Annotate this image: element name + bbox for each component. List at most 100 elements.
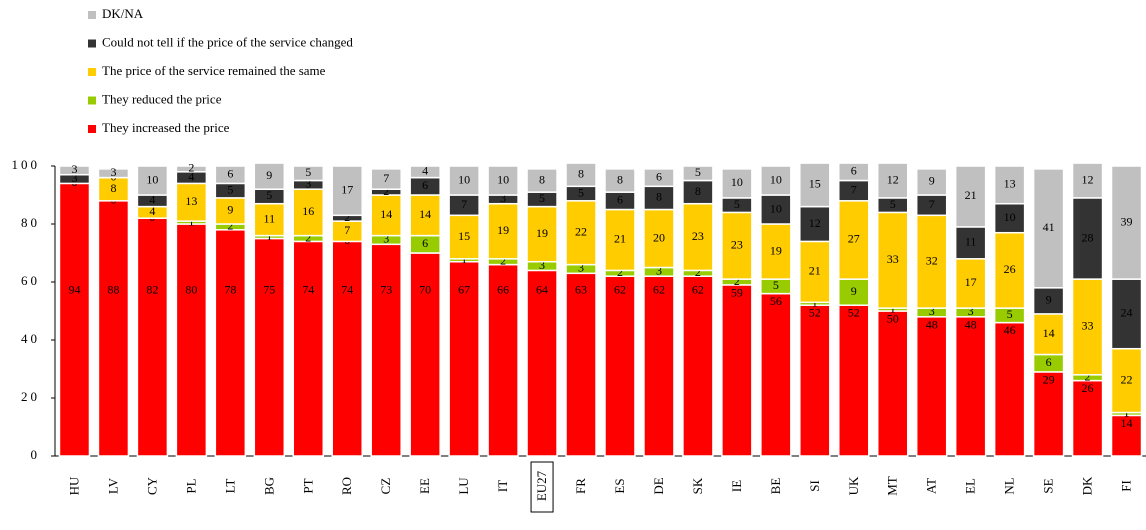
segment-label: 3 — [539, 258, 545, 272]
bar-segment — [760, 292, 792, 457]
segment-label: 26 — [1004, 262, 1016, 276]
legend-label: Could not tell if the price of the servi… — [102, 34, 353, 49]
legend-swatch — [88, 125, 96, 133]
bar-segment — [448, 165, 480, 196]
bar-segment — [838, 200, 870, 280]
bar-segment — [487, 165, 519, 196]
segment-label: 7 — [929, 197, 935, 211]
legend-label: They increased the price — [102, 120, 230, 135]
bar-segment — [448, 260, 480, 457]
segment-label: 2 — [344, 210, 350, 224]
x-tick-label: BE — [768, 478, 783, 495]
bar-segment — [214, 229, 247, 457]
segment-label: 23 — [731, 238, 743, 252]
segment-label: 56 — [770, 294, 782, 308]
x-tick-label: NL — [1002, 477, 1017, 494]
segment-label: 3 — [656, 264, 662, 278]
bar-segment — [721, 284, 753, 457]
segment-label: 13 — [185, 194, 197, 208]
segment-label: 22 — [1121, 372, 1133, 386]
segment-label: 10 — [497, 172, 509, 186]
bar-segment — [1110, 165, 1143, 280]
x-tick-label: SK — [690, 477, 705, 494]
bar-segment — [1071, 162, 1104, 199]
segment-label: 64 — [536, 282, 548, 296]
segment-label: 6 — [227, 166, 233, 180]
segment-label: 3 — [578, 261, 584, 275]
legend-label: The price of the service remained the sa… — [102, 63, 326, 78]
segment-label: 10 — [1004, 210, 1016, 224]
segment-label: 70 — [419, 282, 431, 296]
segment-label: 26 — [1082, 381, 1094, 395]
bar-segment — [214, 197, 247, 225]
segment-label: 7 — [344, 223, 350, 237]
bar-segment — [682, 165, 714, 182]
bar-segment — [799, 240, 831, 304]
segment-label: 3 — [71, 171, 77, 185]
segment-label: 8 — [656, 190, 662, 204]
y-tick-label: 20 — [21, 389, 40, 404]
bar-segment — [565, 272, 597, 457]
bar-segment — [838, 304, 870, 457]
bar-segment — [331, 240, 363, 457]
segment-label: 17 — [965, 275, 977, 289]
bar-segment — [876, 162, 909, 199]
bar-segment — [604, 168, 636, 193]
bar-segment — [175, 223, 208, 457]
x-tick-label: FR — [573, 478, 588, 494]
bar-segment — [838, 278, 870, 306]
segment-label: 14 — [380, 207, 392, 221]
segment-label: 15 — [458, 229, 470, 243]
x-tick-label: IE — [729, 480, 744, 492]
bar-segment — [760, 165, 792, 196]
x-tick-label: IT — [495, 480, 510, 492]
segment-label: 33 — [1082, 319, 1094, 333]
segment-label: 4 — [149, 193, 155, 207]
bar-segment — [370, 168, 402, 190]
segment-label: 19 — [536, 226, 548, 240]
segment-label: 4 — [149, 204, 155, 218]
bar-segment — [253, 237, 286, 457]
bar-segment — [604, 275, 636, 457]
segment-label: 41 — [1043, 220, 1055, 234]
segment-label: 28 — [1082, 230, 1094, 244]
bar-segment — [565, 200, 597, 266]
bar-segment — [409, 194, 441, 237]
x-tick-label: AT — [924, 478, 939, 494]
segment-label: 88 — [107, 282, 119, 296]
x-tick-label: FI — [1119, 480, 1134, 492]
segment-label: 2 — [1085, 369, 1091, 383]
segment-label: 82 — [146, 282, 158, 296]
segment-label: 50 — [887, 311, 899, 325]
highlight-box — [530, 461, 554, 513]
segment-label: 74 — [341, 282, 353, 296]
legend-swatch — [88, 68, 96, 76]
segment-label: 6 — [617, 193, 623, 207]
segment-label: 6 — [422, 178, 428, 192]
segment-label: 52 — [848, 306, 860, 320]
x-tick-label: PT — [300, 478, 315, 493]
x-tick-label: DE — [651, 477, 666, 494]
bar-segment — [526, 205, 558, 263]
legend-swatch — [88, 39, 96, 48]
segment-label: 12 — [809, 216, 821, 230]
segment-label: 48 — [926, 317, 938, 331]
segment-label: 63 — [575, 282, 587, 296]
segment-label: 8 — [539, 172, 545, 186]
bar-segment — [604, 208, 636, 272]
x-tick-label: ES — [612, 478, 627, 493]
x-tick-label: SE — [1041, 478, 1056, 493]
segment-label: 14 — [1043, 326, 1055, 340]
y-tick-label: 80 — [21, 215, 40, 230]
segment-label: 3 — [968, 304, 974, 318]
segment-label: 10 — [458, 172, 470, 186]
bar-segment — [526, 168, 558, 193]
x-tick-label: CZ — [378, 478, 393, 495]
segment-label: 14 — [419, 207, 431, 221]
x-tick-label: DK — [1080, 476, 1095, 495]
segment-label: 3 — [929, 304, 935, 318]
segment-label: 62 — [653, 282, 665, 296]
bar-segment — [175, 182, 208, 222]
segment-label: 52 — [809, 306, 821, 320]
bar-segment — [370, 243, 402, 457]
